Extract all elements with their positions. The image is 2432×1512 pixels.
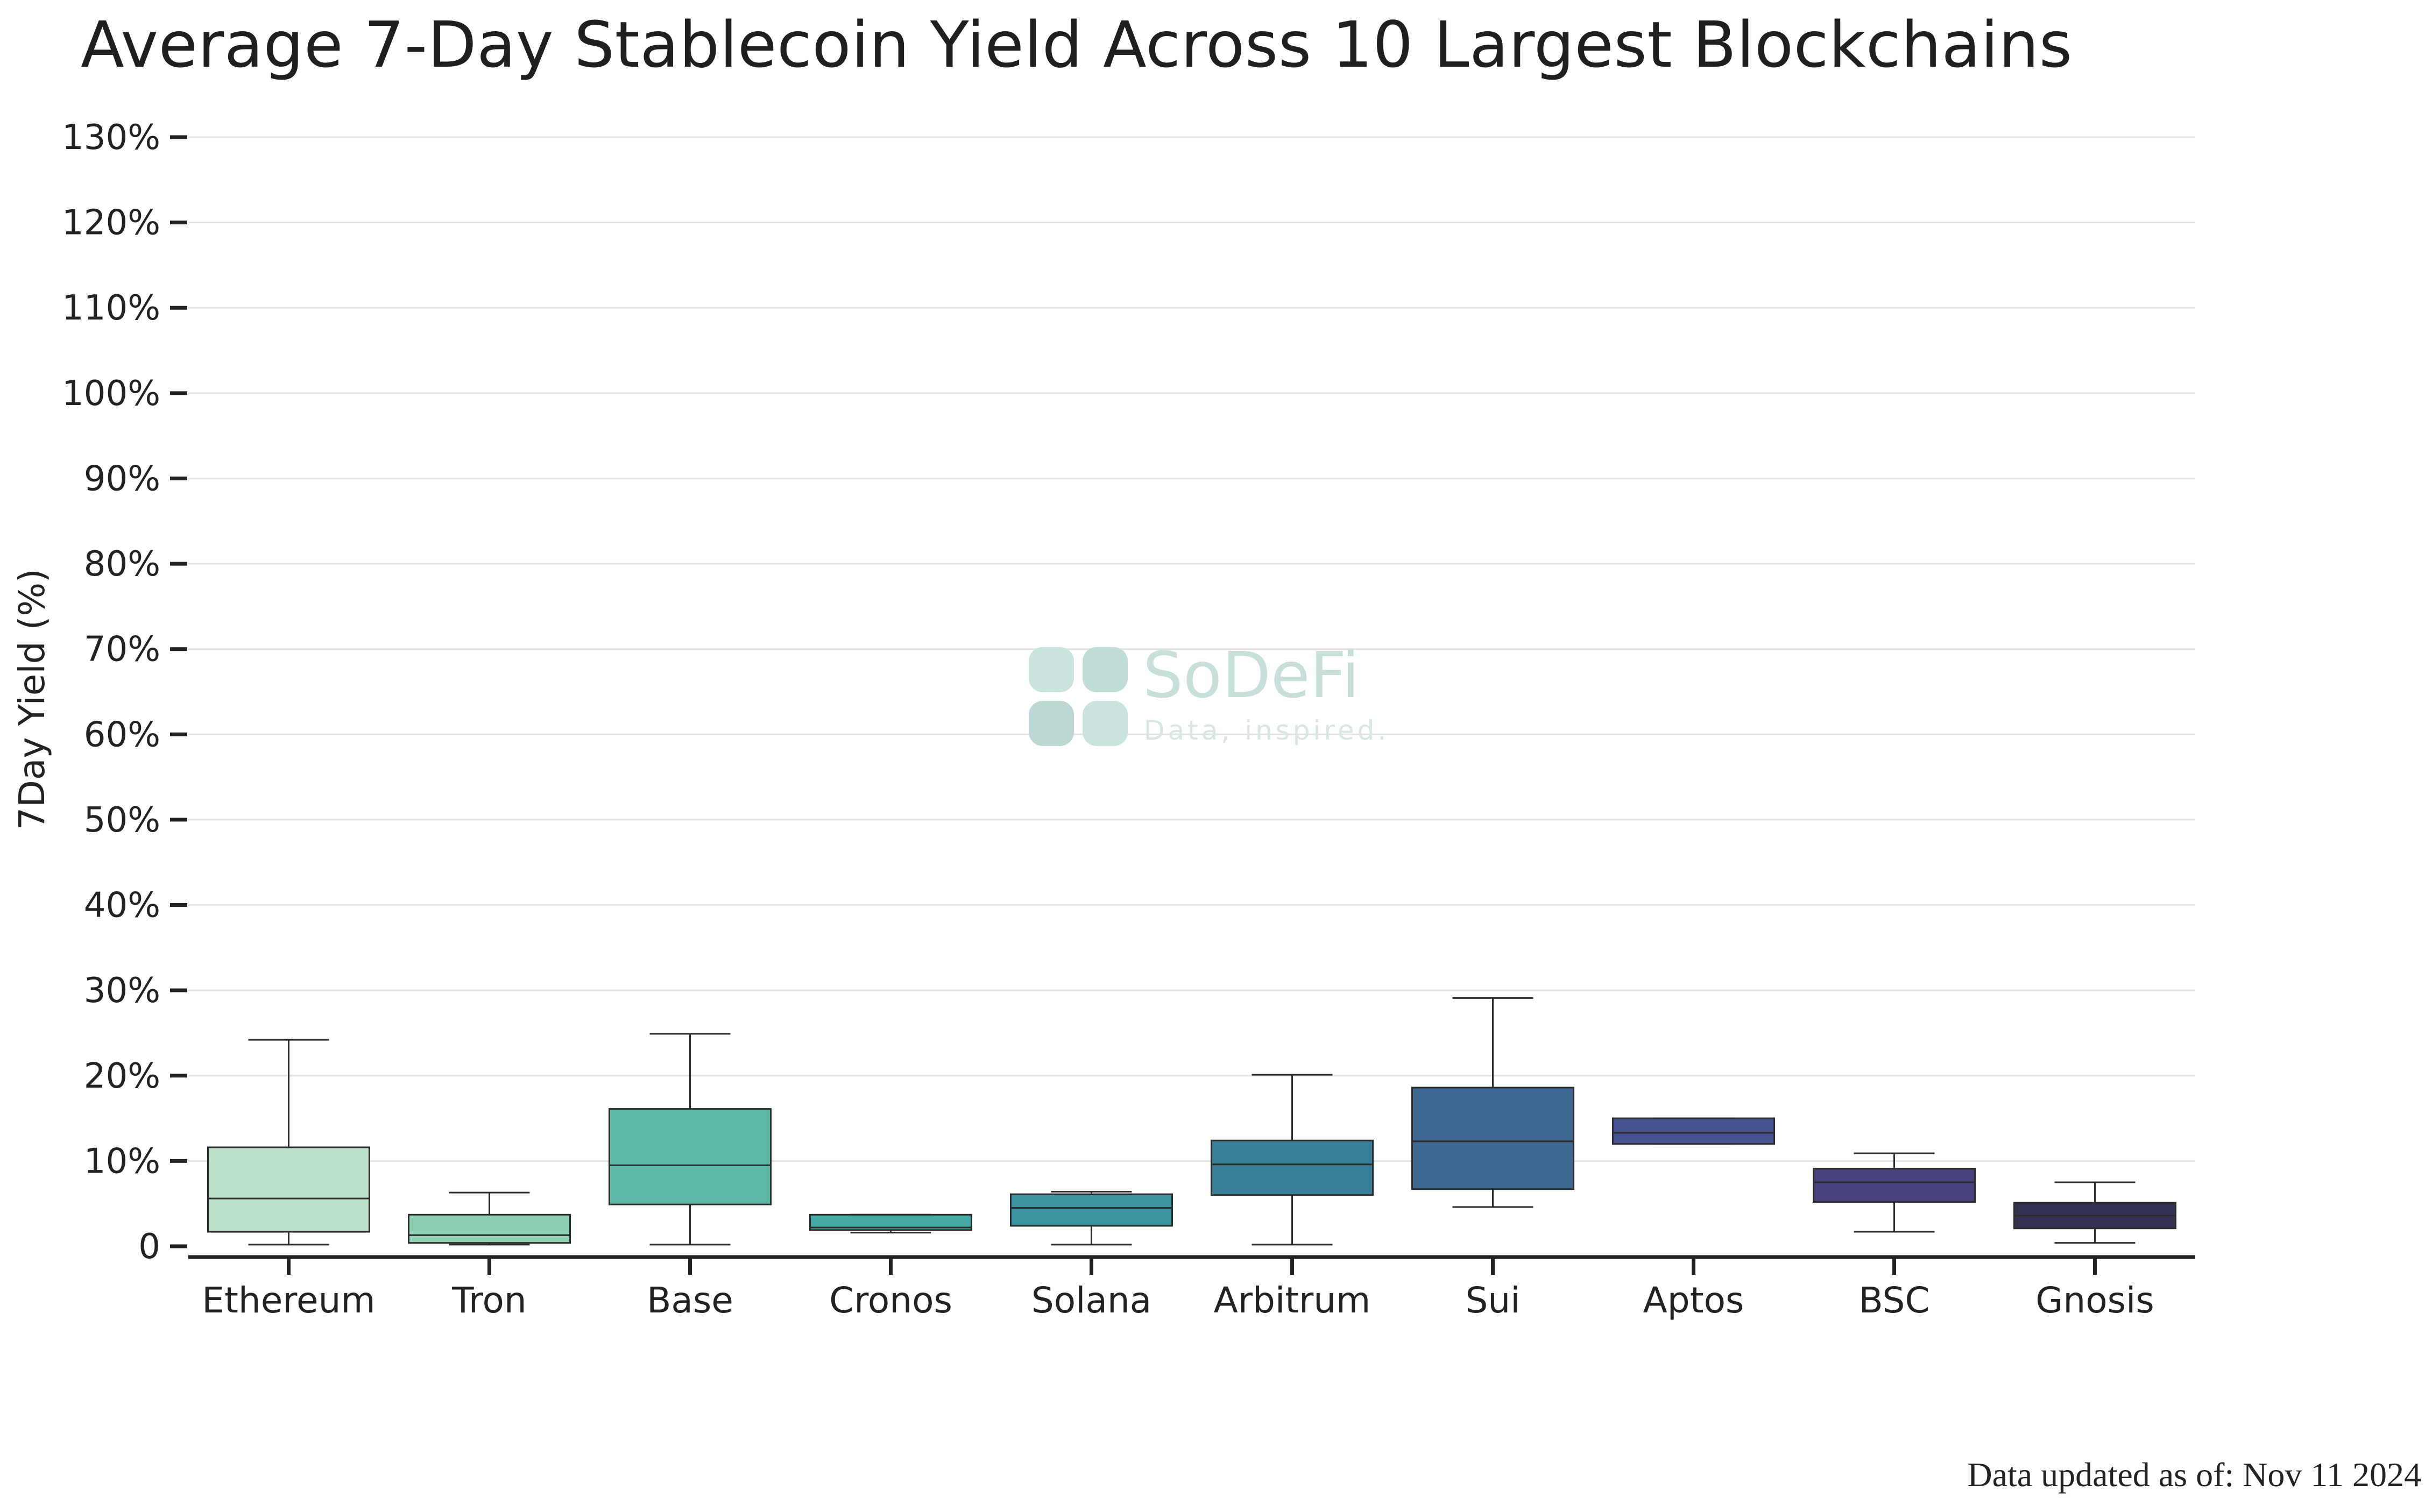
iqr-box [1411, 1087, 1574, 1190]
gridlines [188, 136, 2195, 1162]
y-axis-title: 7Day Yield (%) [11, 569, 53, 830]
y-tick-label: 70% [84, 630, 160, 670]
iqr-box [609, 1108, 772, 1205]
iqr-box [1211, 1139, 1374, 1196]
x-category-label: Base [647, 1280, 733, 1321]
x-axis [188, 1255, 2195, 1275]
x-category-label: Tron [451, 1280, 527, 1321]
iqr-box [207, 1146, 370, 1233]
y-tick-label: 0 [138, 1227, 160, 1267]
y-axis [170, 135, 187, 1248]
box-bsc [1813, 1152, 1976, 1233]
y-tick-label: 80% [84, 544, 160, 584]
y-tick-label: 60% [84, 715, 160, 755]
x-category-label: Aptos [1643, 1280, 1744, 1321]
boxes [207, 997, 2176, 1246]
iqr-box [408, 1213, 571, 1244]
y-tick-label: 100% [62, 374, 160, 414]
box-base [609, 1033, 772, 1246]
chart-title: Average 7-Day Stablecoin Yield Across 10… [81, 8, 2073, 82]
x-category-label: Gnosis [2035, 1280, 2154, 1321]
watermark-name: SoDeFi [1143, 638, 1360, 712]
y-tick-labels: 0 10% 20% 30% 40% 50% 60% 70% 80% 90% 100% 110% 120%… [62, 118, 160, 1267]
y-tick-label: 40% [84, 886, 160, 926]
box-cronos [809, 1213, 972, 1234]
x-category-label: Cronos [829, 1280, 952, 1321]
watermark-logo-tile [1029, 647, 1074, 692]
data-updated-note: Data updated as of: Nov 11 2024 [1967, 1456, 2421, 1494]
x-category-labels: Ethereum Tron Base Cronos Solana Arbitrum Sui A… [202, 1280, 2154, 1321]
box-sui [1411, 997, 1574, 1208]
x-category-label: Solana [1031, 1280, 1151, 1321]
sodefi-watermark: SoDeFi Data, inspired. [1029, 638, 1389, 746]
box-aptos [1612, 1117, 1775, 1145]
iqr-box [1813, 1168, 1976, 1203]
iqr-box [1612, 1117, 1775, 1145]
box-arbitrum [1211, 1074, 1374, 1246]
y-tick-label: 130% [62, 118, 160, 158]
box-ethereum [207, 1039, 370, 1246]
y-tick-label: 90% [84, 459, 160, 499]
y-tick-label: 20% [84, 1056, 160, 1096]
watermark-logo-tile [1029, 701, 1074, 746]
x-category-label: Sui [1465, 1280, 1520, 1321]
x-category-label: Ethereum [202, 1280, 375, 1321]
box-solana [1010, 1190, 1173, 1246]
x-category-label: BSC [1858, 1280, 1929, 1321]
iqr-box [1010, 1193, 1173, 1227]
box-tron [408, 1191, 571, 1246]
watermark-logo-tile [1083, 701, 1128, 746]
y-tick-label: 120% [62, 203, 160, 243]
y-tick-label: 30% [84, 971, 160, 1011]
y-tick-label: 110% [62, 288, 160, 328]
watermark-tagline: Data, inspired. [1144, 715, 1389, 746]
y-tick-label: 10% [84, 1141, 160, 1181]
x-category-label: Arbitrum [1214, 1280, 1371, 1321]
box-gnosis [2013, 1181, 2176, 1244]
y-tick-label: 50% [84, 800, 160, 840]
watermark-logo-tile [1083, 647, 1128, 692]
